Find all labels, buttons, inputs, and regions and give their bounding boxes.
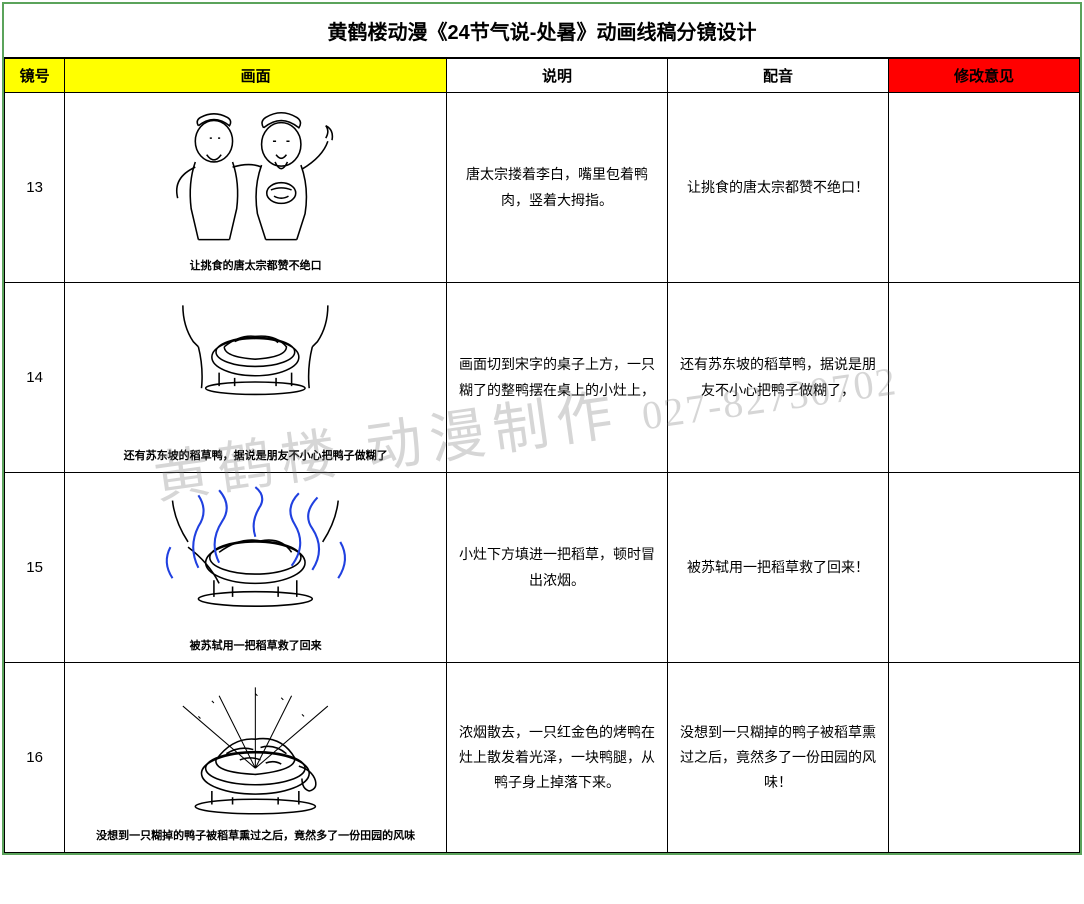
sketch-smoke-bowl: [100, 485, 411, 630]
sketch-two-figures: [100, 105, 411, 250]
revision-cell: [889, 93, 1080, 283]
storyboard-table: 镜号 画面 说明 配音 修改意见 13: [4, 58, 1080, 853]
table-row: 15 被苏轼用一把稻草救了回来: [5, 473, 1080, 663]
sketch-area: [73, 293, 438, 443]
description-cell: 画面切到宋字的桌子上方，一只糊了的整鸭摆在桌上的小灶上，: [447, 283, 668, 473]
col-revision: 修改意见: [889, 59, 1080, 93]
table-row: 14 还有苏东坡的稻草鸭，据说是朋友不小心把鸭子做糊了 画面切到宋字的桌子上方，…: [5, 283, 1080, 473]
table-row: 13: [5, 93, 1080, 283]
sketch-roast-duck: [100, 675, 411, 820]
storyboard-container: 黄鹤楼动漫《24节气说-处暑》动画线稿分镜设计 镜号 画面 说明 配音 修改意见…: [2, 2, 1082, 855]
frame-cell: 被苏轼用一把稻草救了回来: [65, 473, 447, 663]
frame-cell: 让挑食的唐太宗都赞不绝口: [65, 93, 447, 283]
header-row: 镜号 画面 说明 配音 修改意见: [5, 59, 1080, 93]
shot-num-cell: 14: [5, 283, 65, 473]
table-row: 16 没想到一只糊掉的鸭子被稻草熏过之后，竟然多了一份田园的风味 浓烟散去，一只…: [5, 663, 1080, 853]
revision-cell: [889, 663, 1080, 853]
sketch-area: [73, 483, 438, 633]
voiceover-cell: 被苏轼用一把稻草救了回来！: [668, 473, 889, 663]
page-title: 黄鹤楼动漫《24节气说-处暑》动画线稿分镜设计: [4, 4, 1080, 58]
col-shot-num: 镜号: [5, 59, 65, 93]
col-frame: 画面: [65, 59, 447, 93]
sketch-area: [73, 103, 438, 253]
sketch-caption: 让挑食的唐太宗都赞不绝口: [73, 257, 438, 273]
sketch-area: [73, 673, 438, 823]
col-description: 说明: [447, 59, 668, 93]
description-cell: 唐太宗搂着李白，嘴里包着鸭肉，竖着大拇指。: [447, 93, 668, 283]
sketch-caption: 被苏轼用一把稻草救了回来: [73, 637, 438, 653]
col-voiceover: 配音: [668, 59, 889, 93]
description-cell: 小灶下方填进一把稻草，顿时冒出浓烟。: [447, 473, 668, 663]
shot-num-cell: 16: [5, 663, 65, 853]
voiceover-cell: 还有苏东坡的稻草鸭，据说是朋友不小心把鸭子做糊了，: [668, 283, 889, 473]
sketch-table-duck: [100, 295, 411, 440]
description-cell: 浓烟散去，一只红金色的烤鸭在灶上散发着光泽，一块鸭腿，从鸭子身上掉落下来。: [447, 663, 668, 853]
revision-cell: [889, 473, 1080, 663]
shot-num-cell: 13: [5, 93, 65, 283]
revision-cell: [889, 283, 1080, 473]
sketch-caption: 没想到一只糊掉的鸭子被稻草熏过之后，竟然多了一份田园的风味: [73, 827, 438, 843]
voiceover-cell: 没想到一只糊掉的鸭子被稻草熏过之后，竟然多了一份田园的风味！: [668, 663, 889, 853]
frame-cell: 还有苏东坡的稻草鸭，据说是朋友不小心把鸭子做糊了: [65, 283, 447, 473]
voiceover-cell: 让挑食的唐太宗都赞不绝口！: [668, 93, 889, 283]
frame-cell: 没想到一只糊掉的鸭子被稻草熏过之后，竟然多了一份田园的风味: [65, 663, 447, 853]
sketch-caption: 还有苏东坡的稻草鸭，据说是朋友不小心把鸭子做糊了: [73, 447, 438, 463]
shot-num-cell: 15: [5, 473, 65, 663]
